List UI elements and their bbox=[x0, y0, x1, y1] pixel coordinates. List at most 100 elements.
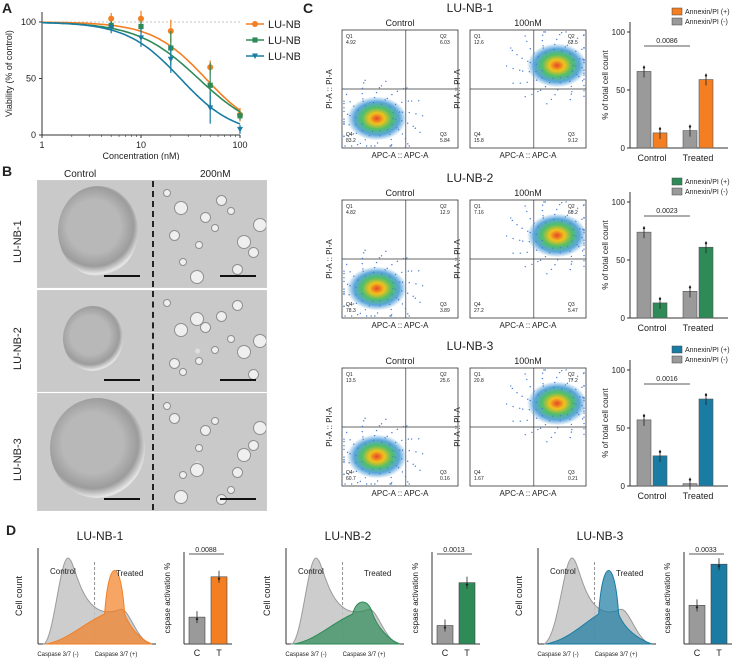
quadrant-value: 83.2 bbox=[346, 138, 356, 144]
quadrant-value: 0.21 bbox=[568, 476, 578, 482]
legend-annexin-neg: Annexin/PI (-) bbox=[685, 189, 728, 196]
data-point bbox=[138, 23, 144, 30]
flow-x-label: APC-A :: APC-A bbox=[500, 321, 558, 330]
panel-label-b: B bbox=[2, 163, 13, 179]
y-tick-label: 0 bbox=[31, 130, 36, 140]
bar-y-label: cspase activation % bbox=[411, 563, 420, 634]
bar-y-tick: 50 bbox=[616, 256, 625, 265]
legend-annexin-pos: Annexin/PI (+) bbox=[685, 179, 730, 186]
panel-label-d: D bbox=[6, 522, 17, 538]
micrograph-2 bbox=[37, 290, 267, 392]
quadrant-name: Q3 bbox=[440, 302, 447, 308]
bar-y-tick: 100 bbox=[612, 198, 626, 207]
flow-x-label: APC-A :: APC-A bbox=[372, 151, 430, 160]
data-point bbox=[237, 126, 243, 133]
quadrant-value: 27.2 bbox=[474, 308, 484, 314]
bar-category: T bbox=[716, 648, 722, 658]
hist-x-pos: Caspase 3/7 (+) bbox=[595, 652, 638, 658]
bar-y-label: cspase activation % bbox=[163, 563, 172, 634]
treated-histogram bbox=[45, 570, 153, 645]
hist-x-neg: Caspase 3/7 (-) bbox=[537, 652, 578, 658]
flow-density-cloud bbox=[527, 213, 587, 258]
row-label-2: LU-NB-2 bbox=[12, 327, 24, 370]
quadrant-name: Q1 bbox=[346, 34, 353, 40]
hist-control-label: Control bbox=[50, 567, 76, 576]
bar-category: C bbox=[194, 648, 201, 658]
row-label-3: LU-NB-3 bbox=[12, 438, 24, 481]
quadrant-name: Q3 bbox=[568, 470, 575, 476]
micrograph-3 bbox=[37, 393, 267, 511]
caspase-bar bbox=[710, 563, 728, 645]
quadrant-name: Q1 bbox=[474, 204, 481, 210]
data-point bbox=[138, 15, 144, 22]
hist-treated-label: Treated bbox=[616, 569, 643, 578]
quadrant-name: Q2 bbox=[568, 34, 575, 40]
x-tick-label: 1 bbox=[39, 140, 44, 150]
flow-group-1: LU-NB-1ControlQ14.92Q26.03Q483.2Q35.84AP… bbox=[325, 1, 730, 163]
flow-plot-header: Control bbox=[385, 18, 414, 28]
flow-y-label: PI-A :: PI-A bbox=[325, 69, 334, 109]
col-header-treated: 200nM bbox=[200, 169, 231, 180]
quadrant-value: 4.82 bbox=[346, 210, 356, 216]
data-point bbox=[207, 105, 214, 111]
divider-dashed-line bbox=[152, 291, 154, 391]
bar-y-label: % of total cell count bbox=[601, 220, 610, 290]
flow-y-label: PI-A :: PI-A bbox=[453, 407, 462, 447]
caspase-group-title: LU-NB-1 bbox=[77, 529, 124, 543]
flow-group-title: LU-NB-1 bbox=[447, 1, 494, 15]
flow-y-label: PI-A :: PI-A bbox=[325, 239, 334, 279]
divider-dashed-line bbox=[152, 181, 154, 287]
data-point bbox=[167, 56, 174, 63]
quadrant-name: Q2 bbox=[440, 34, 447, 40]
quadrant-name: Q2 bbox=[440, 204, 447, 210]
bar-category: T bbox=[216, 648, 222, 658]
bar-annexin-pos bbox=[698, 246, 714, 319]
flow-group-title: LU-NB-3 bbox=[447, 339, 494, 353]
data-point bbox=[108, 15, 115, 22]
bar-x-category: Treated bbox=[683, 491, 714, 501]
quadrant-name: Q4 bbox=[474, 302, 481, 308]
bar-y-tick: 100 bbox=[612, 366, 626, 375]
quadrant-name: Q2 bbox=[440, 372, 447, 378]
flow-y-label: PI-A :: PI-A bbox=[453, 69, 462, 109]
caspase-bar bbox=[458, 582, 476, 645]
bar-y-tick: 0 bbox=[621, 314, 626, 323]
y-tick-label: 50 bbox=[26, 74, 36, 84]
legend-annexin-pos: Annexin/PI (+) bbox=[685, 347, 730, 354]
flow-y-label: PI-A :: PI-A bbox=[453, 239, 462, 279]
hist-treated-label: Treated bbox=[364, 569, 391, 578]
quadrant-name: Q3 bbox=[568, 302, 575, 308]
p-value: 0.0023 bbox=[656, 208, 678, 215]
legend-annexin-neg: Annexin/PI (-) bbox=[685, 19, 728, 26]
quadrant-value: 62.5 bbox=[568, 40, 578, 46]
bar-category: T bbox=[464, 648, 470, 658]
hist-treated-label: Treated bbox=[116, 569, 143, 578]
flow-group-title: LU-NB-2 bbox=[447, 171, 494, 185]
bar-annexin-neg bbox=[636, 231, 652, 319]
row-label-1: LU-NB-1 bbox=[12, 220, 24, 263]
treated-histogram bbox=[293, 601, 401, 645]
data-point bbox=[108, 25, 115, 31]
quadrant-value: 3.89 bbox=[440, 308, 450, 314]
quadrant-value: 7.16 bbox=[474, 210, 484, 216]
legend-label-3: LU-NB-3 bbox=[268, 51, 300, 63]
hist-y-label: Cell count bbox=[514, 575, 524, 616]
panel-label-a: A bbox=[2, 0, 13, 16]
caspase-group-1: LU-NB-1 Cell count Control Treated Caspase 3… bbox=[14, 529, 232, 658]
quadrant-value: 6.03 bbox=[440, 40, 450, 46]
quadrant-value: 4.92 bbox=[346, 40, 356, 46]
microscopy-panel: Control 200nM bbox=[0, 165, 300, 515]
flow-plot-header: 100nM bbox=[514, 188, 542, 198]
quadrant-name: Q4 bbox=[346, 302, 353, 308]
quadrant-name: Q1 bbox=[346, 372, 353, 378]
divider-dashed-line bbox=[152, 394, 154, 510]
micrograph-1 bbox=[37, 180, 267, 288]
bar-annexin-neg bbox=[636, 71, 652, 149]
hist-control-label: Control bbox=[298, 567, 324, 576]
quadrant-name: Q4 bbox=[346, 132, 353, 138]
quadrant-name: Q2 bbox=[568, 204, 575, 210]
flow-density-cloud bbox=[527, 43, 587, 88]
bar-x-category: Control bbox=[637, 491, 666, 501]
caspase-group-title: LU-NB-2 bbox=[325, 529, 372, 543]
scale-bar bbox=[104, 379, 140, 381]
